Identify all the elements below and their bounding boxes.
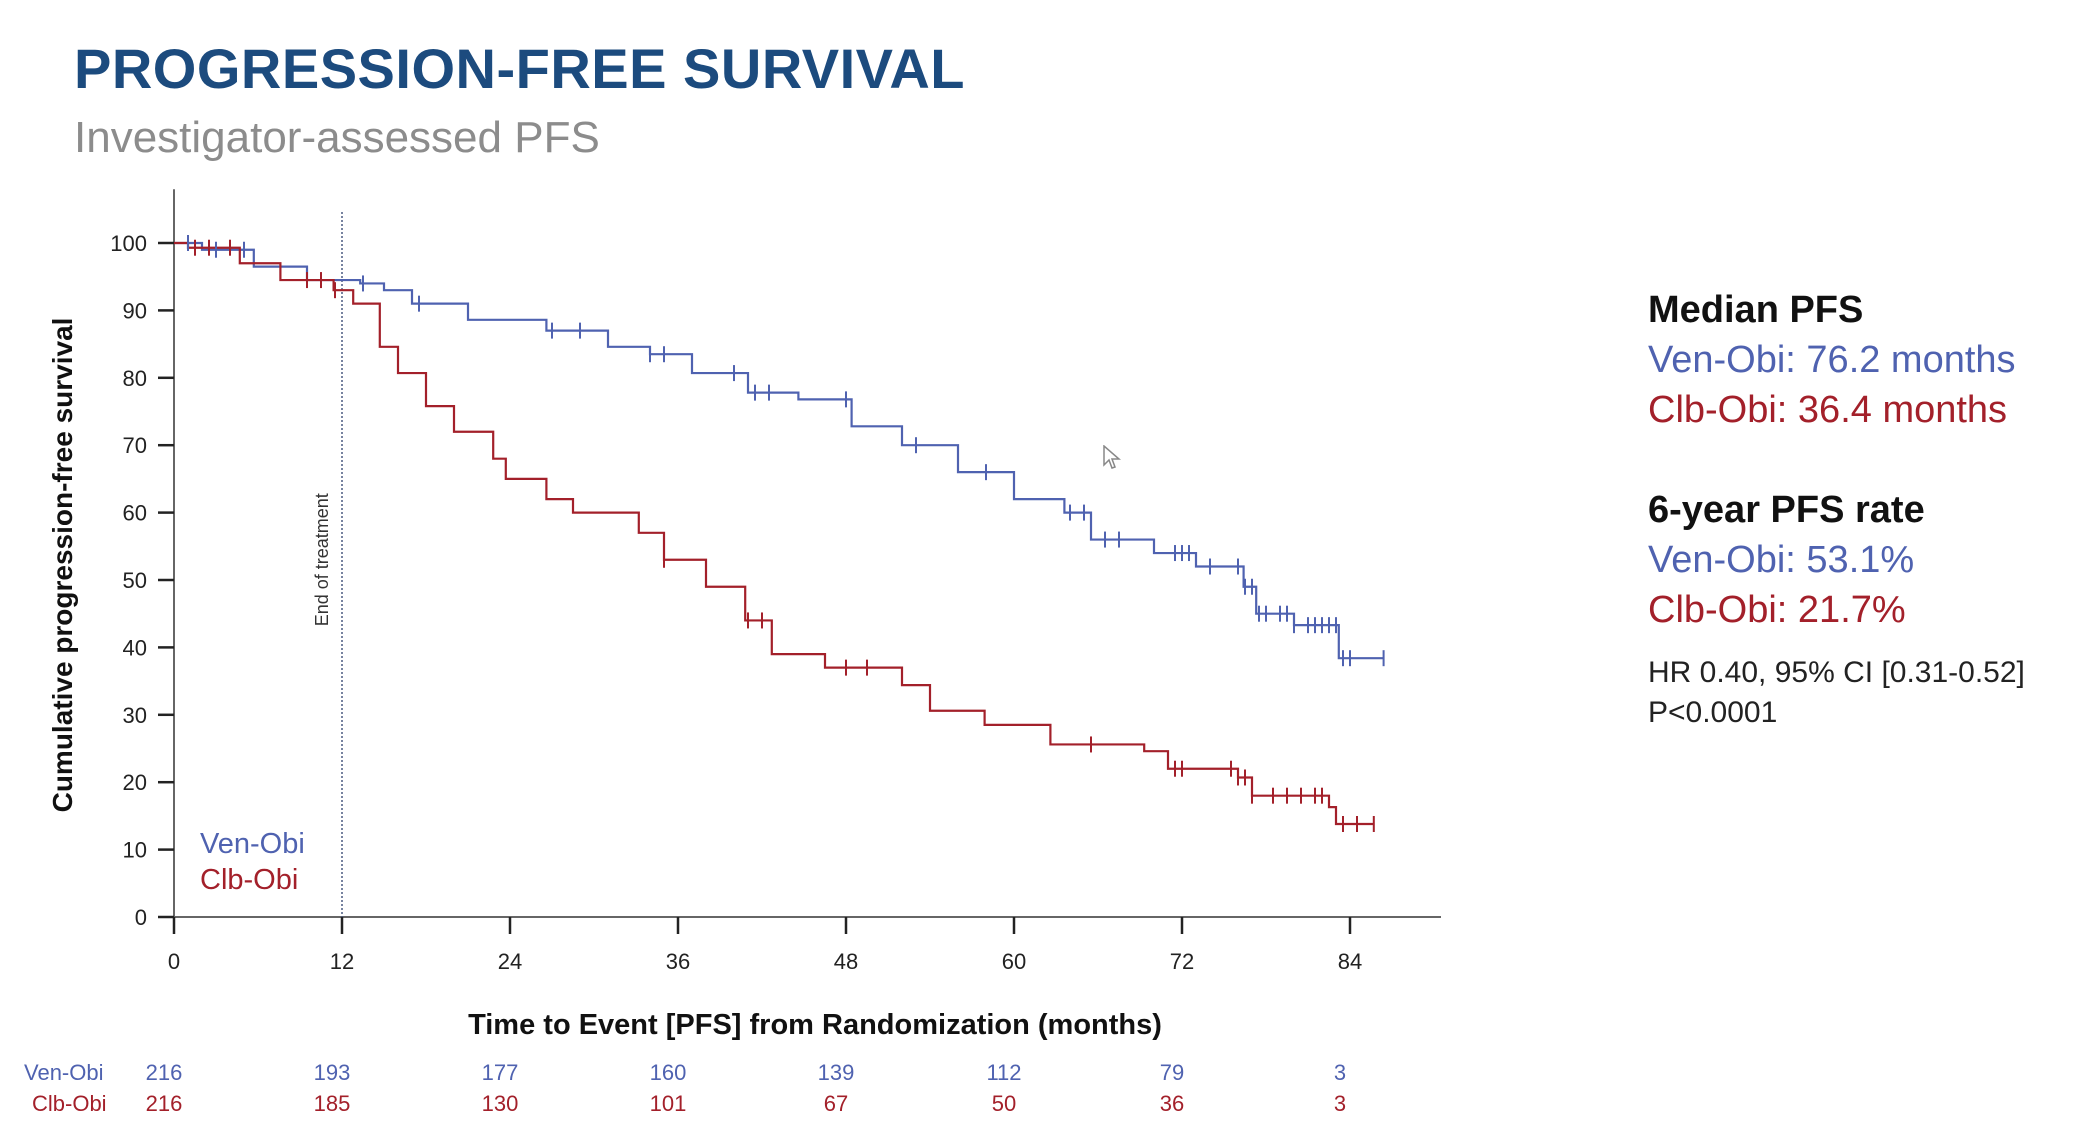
x-tick-label: 72: [1170, 949, 1194, 974]
y-axis-label: Cumulative progression-free survival: [47, 318, 78, 813]
risk-count: 79: [1160, 1060, 1184, 1085]
number-at-risk-table: Ven-Obi 216 193 177 160 139 112 79 3 Clb-Obi 216 18…: [24, 1060, 1346, 1116]
x-tick-label: 12: [330, 949, 354, 974]
x-tick-label: 48: [834, 949, 858, 974]
x-tick-label: 60: [1002, 949, 1026, 974]
risk-count: 3: [1334, 1091, 1346, 1116]
legend-ven-obi: Ven-Obi: [200, 828, 305, 860]
risk-row-label: Ven-Obi: [24, 1060, 104, 1085]
risk-count: 67: [824, 1091, 848, 1116]
y-tick-label: 40: [123, 635, 147, 660]
x-tick-label: 24: [498, 949, 522, 974]
risk-count: 36: [1160, 1091, 1184, 1116]
risk-count: 50: [992, 1091, 1016, 1116]
risk-row-label: Clb-Obi: [32, 1091, 107, 1116]
x-axis-label: Time to Event [PFS] from Randomization (…: [468, 1009, 1162, 1041]
censor-marks: [187, 235, 1385, 832]
risk-count: 216: [146, 1091, 183, 1116]
axes: 0 10 20 30 40 50 60 70 80 90 100 0 12 24 36 48 60 72 84: [110, 189, 1441, 974]
median-pfs-heading: Median PFS: [1648, 289, 1864, 331]
p-value: P<0.0001: [1648, 696, 1778, 729]
risk-count: 130: [482, 1091, 519, 1116]
km-curve-ven-obi: [174, 241, 1384, 660]
risk-count: 193: [314, 1060, 351, 1085]
y-tick-label: 100: [110, 231, 147, 256]
stats-panel: Median PFS Ven-Obi: 76.2 months Clb-Obi:…: [1648, 285, 2025, 733]
risk-count: 216: [146, 1060, 183, 1085]
six-year-rate-heading: 6-year PFS rate: [1648, 489, 1925, 531]
y-tick-label: 60: [123, 501, 147, 526]
y-tick-label: 70: [123, 433, 147, 458]
hazard-ratio: HR 0.40, 95% CI [0.31-0.52]: [1648, 656, 2025, 689]
y-tick-label: 50: [123, 568, 147, 593]
slide-subtitle: Investigator-assessed PFS: [74, 113, 600, 162]
risk-count: 3: [1334, 1060, 1346, 1085]
y-tick-label: 30: [123, 703, 147, 728]
y-tick-label: 90: [123, 298, 147, 323]
y-tick-label: 20: [123, 770, 147, 795]
mouse-cursor-icon: [1103, 445, 1121, 469]
risk-count: 139: [818, 1060, 855, 1085]
rate-ven-obi: Ven-Obi: 53.1%: [1648, 539, 1915, 581]
km-curve-clb-obi: [174, 241, 1374, 826]
risk-count: 185: [314, 1091, 351, 1116]
slide-title: PROGRESSION-FREE SURVIVAL: [74, 37, 965, 100]
y-tick-label: 10: [123, 838, 147, 863]
y-tick-label: 0: [135, 905, 147, 930]
x-tick-label: 36: [666, 949, 690, 974]
x-tick-label: 0: [168, 949, 180, 974]
risk-count: 160: [650, 1060, 687, 1085]
x-tick-label: 84: [1338, 949, 1362, 974]
end-of-treatment-marker: End of treatment: [312, 212, 343, 917]
median-ven-obi: Ven-Obi: 76.2 months: [1648, 339, 2016, 381]
legend-clb-obi: Clb-Obi: [200, 864, 298, 896]
risk-count: 101: [650, 1091, 687, 1116]
median-clb-obi: Clb-Obi: 36.4 months: [1648, 389, 2008, 431]
end-of-treatment-label: End of treatment: [312, 493, 332, 626]
survival-curves: [174, 241, 1384, 826]
risk-count: 112: [986, 1060, 1021, 1085]
rate-clb-obi: Clb-Obi: 21.7%: [1648, 589, 1906, 631]
y-tick-label: 80: [123, 366, 147, 391]
risk-count: 177: [482, 1060, 519, 1085]
